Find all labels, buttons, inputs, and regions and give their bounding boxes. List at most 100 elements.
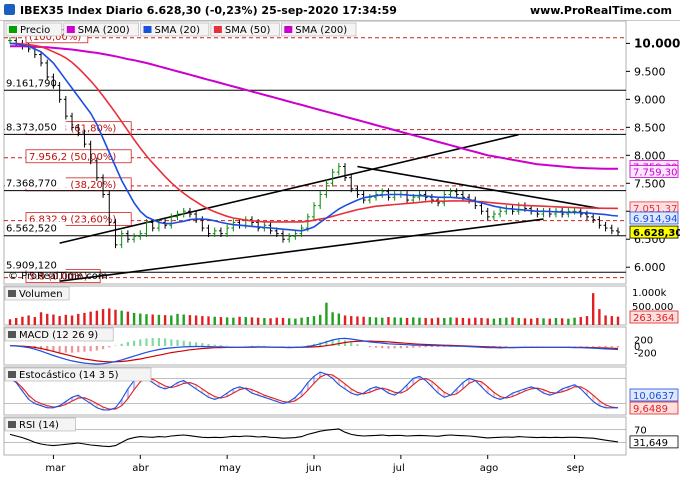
volume-bar	[418, 317, 421, 325]
volume-bar	[306, 317, 309, 325]
volume-bar	[312, 316, 316, 325]
horizontal-level-label: 6.562,520	[6, 224, 57, 235]
panel-title: Volumen	[19, 289, 63, 300]
volume-bar	[95, 310, 99, 325]
volume-bar	[387, 317, 390, 325]
volume-bar	[616, 316, 620, 325]
price-value-box	[629, 165, 679, 178]
volume-bar	[108, 308, 111, 325]
volume-bar	[436, 317, 440, 325]
volume-bar	[263, 318, 266, 325]
y-tick-label: 8.500	[634, 121, 666, 134]
volume-bar	[523, 318, 527, 325]
volume-bar	[343, 315, 347, 325]
volume-bar	[201, 316, 204, 325]
volume-bar	[182, 314, 185, 325]
legend-label: SMA (20)	[155, 25, 201, 36]
fib-level-label: 7.956,2 (50,00%)	[29, 152, 116, 163]
fib-level-box	[25, 149, 132, 164]
legend-item	[210, 22, 280, 37]
volume-bar	[554, 318, 558, 325]
panel-title-icon	[8, 371, 16, 378]
volume-bar	[486, 318, 489, 325]
volume-bar	[424, 318, 427, 325]
volume-bar	[70, 315, 74, 325]
volume-bar	[39, 312, 43, 325]
fib-level-label: (100,00%)	[29, 32, 81, 43]
volume-bar	[52, 314, 55, 325]
volume-bar	[443, 318, 446, 325]
legend-swatch	[284, 26, 293, 33]
volume-bar	[120, 310, 123, 325]
panel-title-box	[4, 286, 70, 301]
x-tick-label: jul	[392, 463, 405, 474]
horizontal-level-box	[5, 176, 66, 189]
volume-bar	[467, 318, 471, 325]
brand-link[interactable]: www.ProRealTime.com	[529, 4, 672, 17]
volume-bar	[300, 317, 303, 325]
volume-bar	[194, 315, 198, 325]
volume-bar	[598, 309, 601, 325]
sma50-line	[10, 42, 619, 223]
volume-bar	[27, 315, 30, 325]
legend-swatch	[143, 26, 152, 33]
legend-label: SMA (200)	[295, 25, 347, 36]
volume-bar	[325, 302, 328, 325]
volume-bar	[244, 317, 247, 325]
fib-level-label: 6.832,9 (23,60%)	[29, 215, 116, 226]
stoch-value-box	[629, 401, 679, 415]
volume-bar	[83, 312, 86, 325]
x-tick-label: abr	[132, 463, 149, 474]
volume-bar	[114, 309, 117, 325]
volume-bar	[604, 315, 607, 325]
x-tick-label: jun	[305, 463, 321, 474]
panel-title: MACD (12 26 9)	[19, 330, 98, 341]
volume-bar	[101, 309, 105, 325]
rsi-value-label: 31,649	[633, 438, 668, 449]
volume-bar	[480, 318, 483, 325]
macd-tick-label: -200	[634, 348, 657, 359]
rsi-line	[9, 428, 619, 448]
horizontal-level-box	[5, 221, 66, 234]
price-value-label: 7.051,37	[633, 204, 678, 215]
sma20-line	[9, 42, 619, 232]
volume-bar	[33, 317, 37, 325]
panel-title-box	[4, 417, 76, 432]
volume-bar	[585, 316, 589, 325]
volume-bar	[393, 317, 396, 325]
volume-bar	[281, 318, 285, 325]
horizontal-level-label: 7.368,770	[6, 179, 57, 190]
volume-tick-label: 500.000	[632, 302, 673, 313]
volume-value-box	[629, 310, 679, 324]
chart-menu-icon[interactable]	[4, 4, 15, 15]
panel-title-icon	[8, 290, 16, 297]
volume-bar	[157, 314, 161, 325]
legend-item	[280, 22, 357, 37]
volume-bar	[455, 317, 458, 325]
volume-bar	[610, 316, 613, 325]
volume-bar	[350, 316, 353, 325]
volume-bar	[517, 318, 520, 325]
rsi-value-box	[629, 435, 679, 449]
volume-bar	[505, 317, 508, 325]
panel-title: RSI (14)	[19, 420, 59, 431]
legend-label: SMA (200)	[78, 25, 130, 36]
volume-bar	[15, 318, 18, 325]
sma200-line	[10, 45, 619, 170]
horizontal-level-box	[5, 76, 66, 89]
volume-bar	[331, 312, 334, 325]
volume-bar	[170, 315, 173, 325]
trendline	[59, 133, 519, 244]
volume-bar	[579, 317, 582, 325]
volume-bar	[232, 317, 235, 325]
volume-bar	[511, 317, 514, 325]
volume-bar	[77, 313, 80, 325]
volume-bar	[567, 318, 570, 325]
stoch-value-label: 10,0637	[633, 391, 674, 402]
volume-bar	[449, 317, 452, 325]
volume-bar	[176, 313, 179, 325]
volume-bar	[58, 316, 61, 325]
volume-bar	[238, 316, 241, 325]
volume-bar	[405, 318, 409, 325]
horizontal-level-box	[5, 120, 66, 133]
